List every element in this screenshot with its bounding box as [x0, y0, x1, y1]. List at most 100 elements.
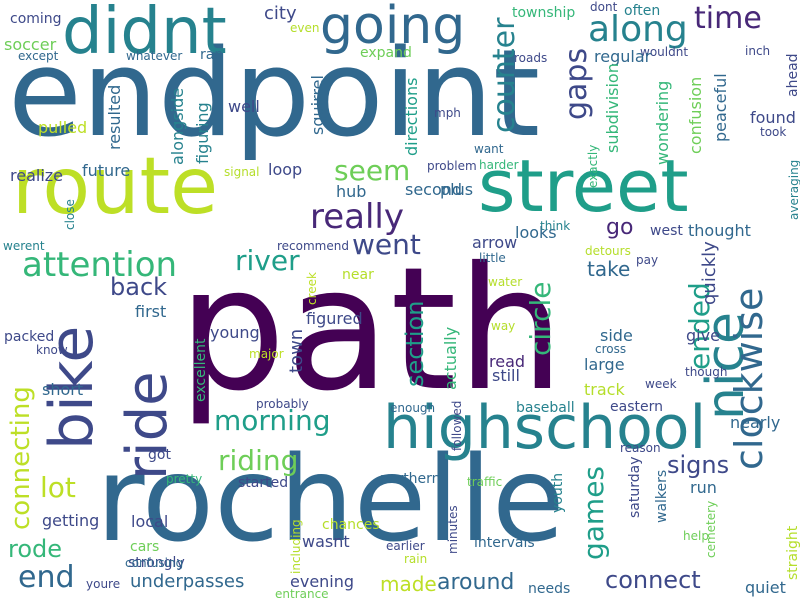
word-counter: counter: [487, 17, 522, 133]
word-run: run: [690, 478, 717, 497]
word-wasnt: wasnt: [302, 532, 350, 551]
word-little: little: [479, 251, 506, 265]
word-second: second: [405, 180, 463, 199]
word-squirrel: squirrel: [308, 75, 327, 135]
word-cemetery: cemetery: [704, 500, 718, 558]
word-connecting: connecting: [6, 386, 36, 530]
word-end: end: [18, 560, 75, 595]
word-creek: creek: [305, 272, 319, 305]
word-pretty: pretty: [166, 472, 203, 486]
word-thought: thought: [688, 221, 751, 240]
word-township: township: [512, 5, 576, 21]
word-confusing: confusing: [125, 556, 184, 570]
word-straight: straight: [785, 525, 800, 580]
word-west: west: [650, 223, 683, 239]
word-go: go: [606, 215, 634, 240]
word-resulted: resulted: [105, 84, 124, 150]
word-coming: coming: [10, 11, 62, 27]
word-roads: roads: [514, 51, 548, 65]
word-took: took: [760, 125, 787, 139]
word-pay: pay: [636, 253, 659, 267]
word-didnt: didnt: [62, 0, 227, 69]
word-alongside: alongside: [168, 87, 187, 165]
word-evening: evening: [290, 572, 355, 591]
word-water: water: [488, 275, 523, 289]
word-rain: rain: [404, 552, 428, 566]
word-think: think: [540, 219, 571, 233]
word-plus: plus: [440, 180, 474, 199]
word-ran: ran: [200, 47, 224, 63]
word-harder: harder: [479, 158, 519, 172]
word-want: want: [474, 142, 504, 156]
word-whatever: whatever: [126, 49, 183, 63]
word-major: major: [249, 347, 284, 361]
word-highschool: highschool: [383, 393, 707, 463]
word-first: first: [135, 302, 167, 321]
word-confusion: confusion: [686, 76, 705, 154]
word-entrance: entrance: [275, 587, 329, 600]
word-signal: signal: [224, 165, 260, 179]
word-made: made: [380, 572, 437, 596]
word-wouldnt: wouldnt: [640, 45, 689, 59]
word-lot: lot: [40, 471, 76, 504]
word-riding: riding: [218, 444, 299, 477]
word-side: side: [600, 326, 633, 345]
word-well: well: [228, 97, 260, 116]
word-reason: reason: [620, 441, 661, 455]
word-started: started: [238, 475, 289, 491]
word-baseball: baseball: [516, 400, 575, 416]
word-near: near: [342, 267, 374, 283]
word-peaceful: peaceful: [711, 73, 730, 142]
word-section: section: [401, 300, 429, 387]
word-know: know: [36, 343, 68, 357]
word-figured: figured: [306, 309, 363, 328]
word-really: really: [310, 197, 404, 237]
word-large: large: [584, 355, 625, 374]
word-looks: looks: [515, 223, 557, 242]
word-recommend: recommend: [277, 239, 349, 253]
word-route: route: [12, 142, 219, 232]
word-strongly: strongly: [128, 555, 185, 571]
word-river: river: [235, 244, 300, 277]
word-directions: directions: [402, 77, 421, 156]
word-packed: packed: [4, 329, 55, 345]
word-regular: regular: [594, 47, 652, 66]
word-minutes: minutes: [446, 505, 460, 554]
word-dont: dont: [590, 0, 618, 14]
word-earlier: earlier: [386, 539, 425, 553]
word-inch: inch: [745, 44, 771, 58]
word-games: games: [577, 465, 610, 560]
word-eastern: eastern: [610, 399, 663, 415]
word-nearly: nearly: [730, 413, 781, 432]
word-though: though: [685, 365, 728, 379]
word-city: city: [264, 3, 297, 24]
word-got: got: [148, 447, 171, 463]
word-help: help: [683, 529, 709, 543]
word-short: short: [42, 380, 84, 399]
word-needs: needs: [528, 581, 571, 597]
word-chances: chances: [322, 517, 380, 533]
word-werent: werent: [3, 239, 45, 253]
word-track: track: [584, 380, 625, 399]
word-quickly: quickly: [699, 241, 720, 305]
word-week: week: [645, 377, 677, 391]
word-give: give: [686, 326, 720, 345]
word-going: going: [320, 0, 466, 56]
word-probably: probably: [256, 397, 309, 411]
word-pulled: pulled: [38, 118, 88, 137]
word-loop: loop: [268, 160, 303, 179]
word-intervals: intervals: [474, 535, 535, 551]
word-seem: seem: [334, 154, 411, 187]
word-figuring: figuring: [193, 102, 212, 164]
word-saturday: saturday: [627, 456, 643, 519]
word-street: street: [478, 144, 689, 228]
word-even: even: [290, 21, 320, 35]
word-time: time: [694, 1, 762, 36]
word-town: town: [286, 328, 307, 373]
word-attention: attention: [22, 245, 178, 285]
word-hub: hub: [336, 182, 367, 201]
word-gaps: gaps: [559, 47, 594, 120]
word-detours: detours: [585, 244, 631, 258]
word-cross: cross: [595, 342, 627, 356]
